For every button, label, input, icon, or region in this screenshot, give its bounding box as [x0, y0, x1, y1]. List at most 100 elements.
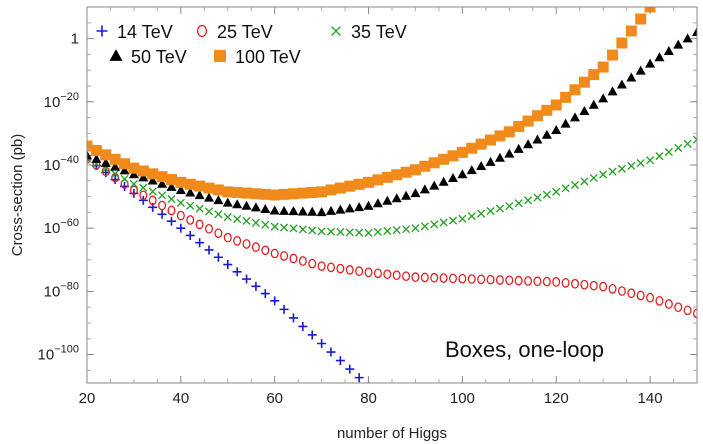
x-tick-label: 80 [360, 390, 377, 407]
data-point-25-tev [411, 272, 420, 283]
data-point-50-tev [598, 93, 609, 103]
data-point-25-tev [392, 270, 401, 281]
data-point-25-tev [524, 276, 533, 286]
data-point-100-tev [456, 146, 468, 158]
series-50-tev [87, 27, 697, 217]
data-point-100-tev [635, 13, 647, 25]
data-point-50-tev [166, 181, 177, 191]
data-point-100-tev [250, 188, 262, 200]
data-point-35-tev [533, 193, 542, 202]
data-point-14-tev [317, 339, 327, 349]
data-point-14-tev [232, 267, 242, 277]
data-point-100-tev [156, 171, 168, 183]
data-point-35-tev [176, 198, 185, 207]
data-point-100-tev [466, 142, 478, 154]
data-point-25-tev [326, 262, 336, 273]
plot-marks [87, 7, 697, 383]
data-point-100-tev [203, 182, 215, 194]
data-point-100-tev [231, 186, 243, 198]
data-point-50-tev [663, 45, 674, 55]
axis-ticks [86, 7, 697, 383]
data-point-25-tev [646, 292, 655, 303]
data-point-14-tev [176, 223, 186, 233]
data-point-50-tev [260, 203, 271, 213]
data-point-25-tev [223, 232, 232, 243]
data-point-25-tev [289, 253, 298, 264]
data-point-14-tev [279, 304, 289, 314]
y-tick-label: 10−80 [44, 280, 79, 300]
data-point-50-tev [654, 52, 665, 62]
y-tick-label: 10−60 [44, 217, 79, 237]
legend-label-14-tev: 14 TeV [117, 22, 173, 42]
data-point-35-tev [289, 224, 298, 233]
data-point-50-tev [372, 198, 383, 208]
data-point-50-tev [391, 193, 402, 203]
data-point-35-tev [617, 164, 626, 173]
data-point-100-tev [616, 37, 628, 49]
data-point-25-tev [355, 266, 364, 276]
data-point-50-tev [438, 176, 449, 186]
x-axis-title: number of Higgs [337, 425, 447, 442]
data-point-100-tev [175, 176, 187, 188]
data-point-35-tev [139, 183, 148, 192]
data-point-35-tev [458, 214, 467, 223]
data-point-50-tev [401, 190, 412, 200]
data-point-25-tev [448, 273, 458, 284]
data-point-100-tev [531, 110, 543, 122]
data-point-35-tev [195, 204, 204, 213]
data-point-50-tev [297, 206, 308, 216]
data-point-25-tev [608, 283, 617, 294]
data-point-35-tev [373, 227, 382, 237]
data-point-100-tev [212, 184, 224, 196]
data-point-100-tev [438, 153, 450, 165]
data-point-25-tev [683, 305, 692, 316]
y-tick-labels: 1 10−20 10−40 10−60 10−80 10−100 [38, 31, 79, 364]
data-point-35-tev [326, 227, 336, 236]
data-point-35-tev [251, 218, 260, 227]
data-point-100-tev [87, 140, 93, 152]
data-point-35-tev [448, 216, 458, 225]
data-point-25-tev [364, 267, 373, 278]
data-point-14-tev [270, 296, 280, 306]
data-point-35-tev [364, 228, 373, 237]
data-point-50-tev [532, 134, 543, 144]
data-point-25-tev [204, 223, 214, 234]
data-point-100-tev [485, 134, 497, 146]
data-point-14-tev [307, 330, 317, 340]
data-point-35-tev [552, 187, 561, 196]
data-point-50-tev [175, 185, 186, 195]
data-point-50-tev [157, 178, 168, 188]
data-point-50-tev [579, 106, 590, 116]
data-point-100-tev [100, 149, 112, 161]
data-point-25-tev [345, 265, 354, 275]
data-point-25-tev [214, 228, 223, 239]
data-point-14-tev [260, 289, 270, 299]
data-point-25-tev [533, 276, 542, 287]
data-point-100-tev [550, 99, 562, 111]
data-point-25-tev [467, 274, 476, 284]
data-point-35-tev [111, 169, 120, 178]
data-point-35-tev [608, 167, 617, 176]
data-point-35-tev [683, 139, 692, 148]
data-point-100-tev [241, 187, 253, 199]
x-tick-label: 60 [266, 390, 283, 407]
legend-marker-100-tev [214, 50, 226, 62]
data-point-35-tev [261, 220, 270, 229]
data-point-35-tev [627, 161, 636, 170]
data-point-50-tev [410, 188, 421, 198]
data-point-50-tev [626, 72, 637, 82]
data-point-100-tev [419, 160, 431, 172]
data-point-35-tev [186, 201, 195, 210]
data-point-25-tev [458, 273, 467, 284]
data-point-50-tev [307, 206, 318, 216]
data-point-14-tev [345, 364, 355, 374]
data-point-100-tev [90, 144, 102, 156]
data-point-50-tev [354, 202, 365, 212]
data-point-100-tev [128, 162, 140, 174]
x-tick-label: 100 [450, 390, 475, 407]
y-tick-label: 1 [71, 31, 79, 48]
data-point-25-tev [186, 215, 195, 225]
data-point-25-tev [477, 274, 486, 285]
data-point-50-tev [635, 65, 646, 75]
x-tick-label: 40 [173, 390, 190, 407]
